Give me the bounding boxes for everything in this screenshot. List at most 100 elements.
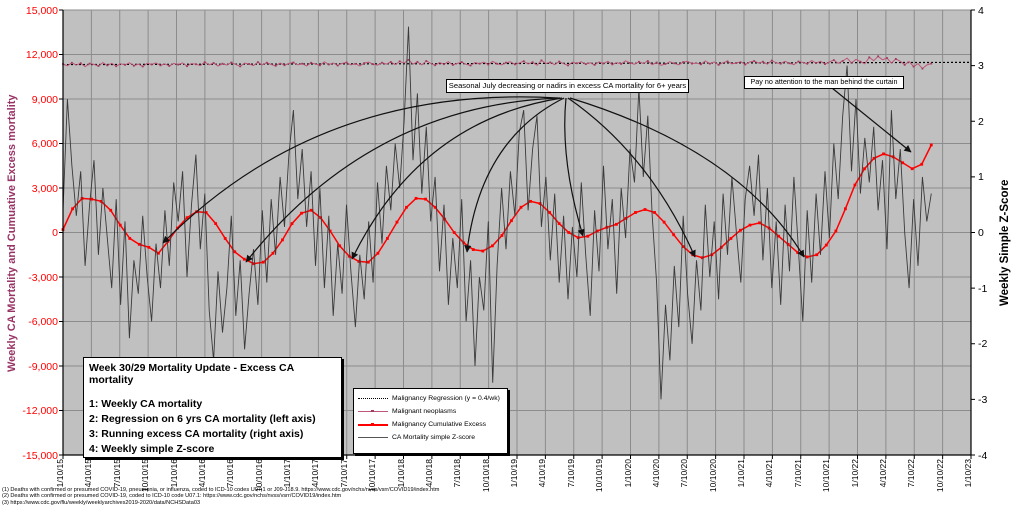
annotation-arrow bbox=[162, 96, 559, 244]
left-tick-label: -6,000 bbox=[28, 316, 58, 328]
x-tick-label: 1/10/17 bbox=[282, 459, 292, 488]
series-cumulative-marker bbox=[882, 152, 885, 156]
series-neoplasms-marker bbox=[292, 61, 295, 64]
left-tick-label: 9,000 bbox=[31, 93, 58, 106]
x-tick-label: 7/10/17 bbox=[338, 459, 349, 488]
series-neoplasms-marker bbox=[389, 61, 392, 63]
right-tick-label: 4 bbox=[978, 4, 984, 17]
series-neoplasms-marker bbox=[168, 65, 171, 67]
series-cumulative-marker bbox=[185, 216, 189, 220]
chart-info-box: Week 30/29 Mortality Update - Excess CA … bbox=[83, 357, 342, 458]
series-neoplasms-marker bbox=[797, 60, 800, 63]
series-cumulative-marker bbox=[863, 167, 866, 171]
series-cumulative-marker bbox=[452, 231, 456, 234]
series-neoplasms-marker bbox=[779, 62, 782, 65]
series-neoplasms-marker bbox=[265, 61, 268, 64]
annotation-arrow bbox=[245, 97, 561, 263]
series-cumulative-marker bbox=[128, 237, 132, 240]
series-cumulative-marker bbox=[891, 155, 895, 159]
right-tick-label: -1 bbox=[978, 282, 988, 295]
left-tick-label: 15,000 bbox=[25, 4, 58, 17]
x-tick-label: 1/10/23 bbox=[963, 459, 973, 488]
series-neoplasms-marker bbox=[132, 64, 135, 67]
series-neoplasms-marker bbox=[505, 61, 507, 64]
left-tick-label: -9,000 bbox=[28, 360, 58, 373]
series-neoplasms-marker bbox=[522, 60, 525, 63]
annotation-arrow bbox=[351, 97, 563, 260]
annotation-arrow bbox=[464, 97, 565, 253]
series-neoplasms-marker bbox=[407, 58, 410, 61]
legend-item-regression: Malignancy Regression (y = 0.4/wk) bbox=[358, 392, 503, 405]
series-neoplasms-marker bbox=[97, 65, 100, 67]
series-neoplasms-marker bbox=[257, 61, 259, 64]
series-neoplasms-marker bbox=[558, 60, 561, 63]
right-tick-label: -3 bbox=[978, 393, 988, 406]
left-tick-label: -15,000 bbox=[22, 449, 58, 462]
series-cumulative-marker bbox=[376, 251, 380, 255]
left-tick-label: -3,000 bbox=[28, 271, 58, 284]
footnote-3: (3) https://www.cdc.gov/flu/weekly/weekl… bbox=[2, 499, 201, 506]
series-cumulative-marker bbox=[309, 208, 313, 212]
x-tick-label: 7/10/19 bbox=[565, 459, 576, 488]
series-neoplasms-marker bbox=[540, 59, 543, 62]
series-cumulative-marker bbox=[300, 211, 303, 215]
series-cumulative-marker bbox=[910, 167, 914, 171]
series-cumulative-marker bbox=[586, 234, 590, 238]
series-cumulative-marker bbox=[233, 250, 237, 254]
right-tick-label: 3 bbox=[978, 60, 984, 73]
series-cumulative-marker bbox=[834, 229, 838, 233]
series-neoplasms-marker bbox=[434, 64, 437, 67]
x-tick-label: 1/10/19 bbox=[509, 459, 519, 488]
x-tick-label: 4/10/16 bbox=[196, 459, 207, 488]
series-neoplasms-marker bbox=[398, 60, 401, 63]
series-cumulative-marker bbox=[157, 251, 160, 255]
series-neoplasms-marker bbox=[159, 64, 162, 67]
series-zscore bbox=[62, 26, 932, 400]
series-neoplasms-marker bbox=[283, 64, 286, 67]
annotation-arrow bbox=[569, 97, 805, 258]
series-neoplasms-marker bbox=[425, 60, 428, 62]
right-tick-label: -2 bbox=[978, 338, 988, 351]
series-neoplasms-marker bbox=[354, 62, 357, 65]
x-tick-label: 4/10/21 bbox=[764, 459, 775, 488]
series-cumulative-marker bbox=[109, 208, 113, 212]
series-neoplasms-marker bbox=[274, 64, 277, 67]
series-cumulative-marker bbox=[347, 254, 351, 258]
series-neoplasms-marker bbox=[726, 60, 729, 63]
series-cumulative-marker bbox=[261, 260, 265, 264]
series-neoplasms-marker bbox=[886, 57, 888, 59]
series-neoplasms-marker bbox=[460, 61, 463, 63]
series-cumulative-marker bbox=[624, 217, 628, 220]
legend-label: Malignancy Regression (y = 0.4/wk) bbox=[392, 395, 500, 402]
left-tick-label: -12,000 bbox=[22, 405, 58, 417]
legend-item-neoplasms: Malignant neoplasms bbox=[358, 405, 503, 418]
series-cumulative-marker bbox=[328, 229, 332, 233]
series-cumulative-marker bbox=[815, 253, 819, 257]
series-neoplasms-marker bbox=[194, 63, 197, 66]
x-tick-label: 10/10/22 bbox=[934, 459, 945, 493]
legend-label: CA Mortality simple Z-score bbox=[392, 434, 476, 441]
series-neoplasms-marker bbox=[141, 65, 144, 68]
series-neoplasms-marker bbox=[788, 62, 791, 65]
series-regression bbox=[62, 61, 972, 66]
series-neoplasms-marker bbox=[487, 63, 490, 66]
x-tick-label: 10/10/19 bbox=[594, 459, 605, 493]
x-tick-label: 1/10/20 bbox=[622, 459, 633, 488]
x-tick-label: 4/10/20 bbox=[650, 459, 661, 488]
series-neoplasms-marker bbox=[88, 62, 91, 65]
series-neoplasms-marker bbox=[248, 63, 250, 65]
series-neoplasms-marker bbox=[531, 61, 534, 64]
series-neoplasms-marker bbox=[815, 62, 817, 65]
series-neoplasms-marker bbox=[150, 63, 153, 66]
series-cumulative-marker bbox=[118, 223, 122, 227]
series-cumulative-marker bbox=[405, 205, 408, 209]
series-neoplasms-marker bbox=[301, 62, 304, 65]
x-tick-label: 10/10/15 bbox=[140, 459, 151, 493]
series-neoplasms-marker bbox=[345, 61, 348, 64]
series-cumulative-marker bbox=[319, 216, 323, 220]
series-cumulative-marker bbox=[386, 237, 389, 240]
series-cumulative-marker bbox=[338, 244, 342, 248]
annotation-arrow bbox=[567, 97, 696, 258]
series-neoplasms-marker bbox=[717, 63, 720, 66]
